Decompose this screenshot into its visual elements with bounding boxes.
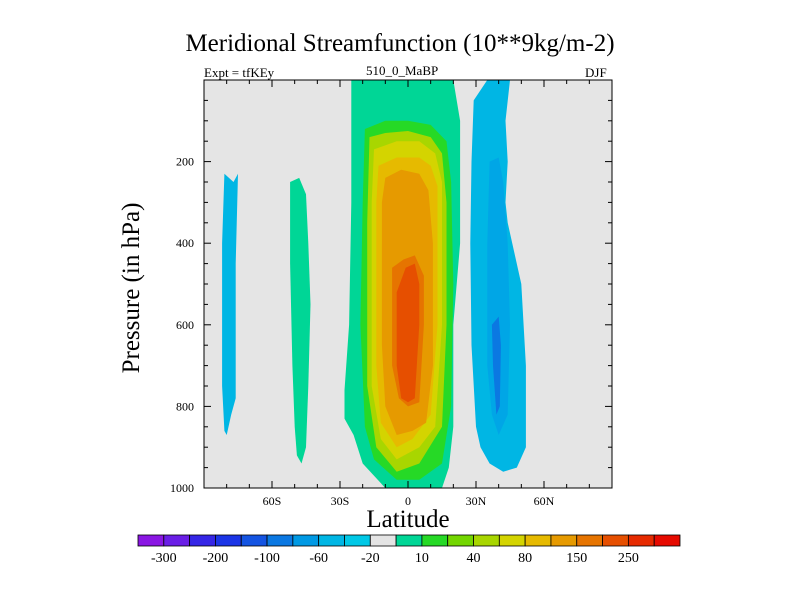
contour-fills <box>222 80 526 488</box>
colorbar-box <box>163 534 191 547</box>
colorbar: -300 -200 -100 -60 -20 10 40 80 150 250 <box>137 534 681 566</box>
colorbar-label: -300 <box>151 551 177 566</box>
contour-hadley-core <box>396 263 420 403</box>
y-tick-label: 200 <box>176 155 194 169</box>
y-tick-label: 600 <box>176 318 194 332</box>
y-tick-label: 400 <box>176 236 194 250</box>
colorbar-box <box>215 534 242 547</box>
colorbar-box <box>292 534 320 547</box>
colorbar-box <box>421 534 449 547</box>
colorbar-label: -200 <box>203 551 229 566</box>
colorbar-label: 40 <box>467 551 481 566</box>
colorbar-label: 250 <box>618 551 639 566</box>
colorbar-box <box>395 534 423 547</box>
axes: 200 400 600 800 1000 60S 30S 0 30N 60N <box>170 79 613 508</box>
colorbar-box <box>498 534 526 547</box>
contour-ferrel-core <box>491 316 501 415</box>
contour-cell-60S <box>222 173 238 436</box>
x-axis-label: Latitude <box>366 506 450 533</box>
chart-title: Meridional Streamfunction (10**9kg/m-2) <box>185 30 615 57</box>
colorbar-label: -100 <box>254 551 280 566</box>
colorbar-box <box>344 534 371 547</box>
y-tick-label: 800 <box>176 399 194 413</box>
colorbar-box <box>627 534 655 547</box>
colorbar-box <box>576 534 603 547</box>
x-tick-label: 60S <box>263 494 282 508</box>
season-label: DJF <box>585 65 607 80</box>
colorbar-box <box>369 534 397 547</box>
colorbar-label: 80 <box>518 551 532 566</box>
x-tick-label: 30N <box>466 494 487 508</box>
colorbar-box <box>189 534 216 547</box>
experiment-label: Expt = tfKEy <box>204 65 275 80</box>
run-label: 510_0_MaBP <box>366 63 439 78</box>
colorbar-box <box>318 534 345 547</box>
x-tick-label: 0 <box>405 494 411 508</box>
colorbar-box <box>602 534 629 547</box>
contour-ferrel-inner <box>487 157 510 435</box>
colorbar-label: 150 <box>566 551 587 566</box>
colorbar-box <box>524 534 552 547</box>
x-tick-label: 30S <box>331 494 350 508</box>
contour-cell-45S <box>290 177 311 464</box>
y-tick-label: 1000 <box>170 481 194 495</box>
colorbar-label: -20 <box>361 551 380 566</box>
colorbar-box <box>266 534 294 547</box>
colorbar-box <box>137 534 165 547</box>
colorbar-label: 10 <box>415 551 429 566</box>
colorbar-box <box>240 534 268 547</box>
colorbar-box <box>447 534 474 547</box>
x-tick-label: 60N <box>534 494 555 508</box>
colorbar-box <box>653 534 681 547</box>
colorbar-box <box>550 534 578 547</box>
colorbar-box <box>473 534 500 547</box>
colorbar-label: -60 <box>309 551 328 566</box>
